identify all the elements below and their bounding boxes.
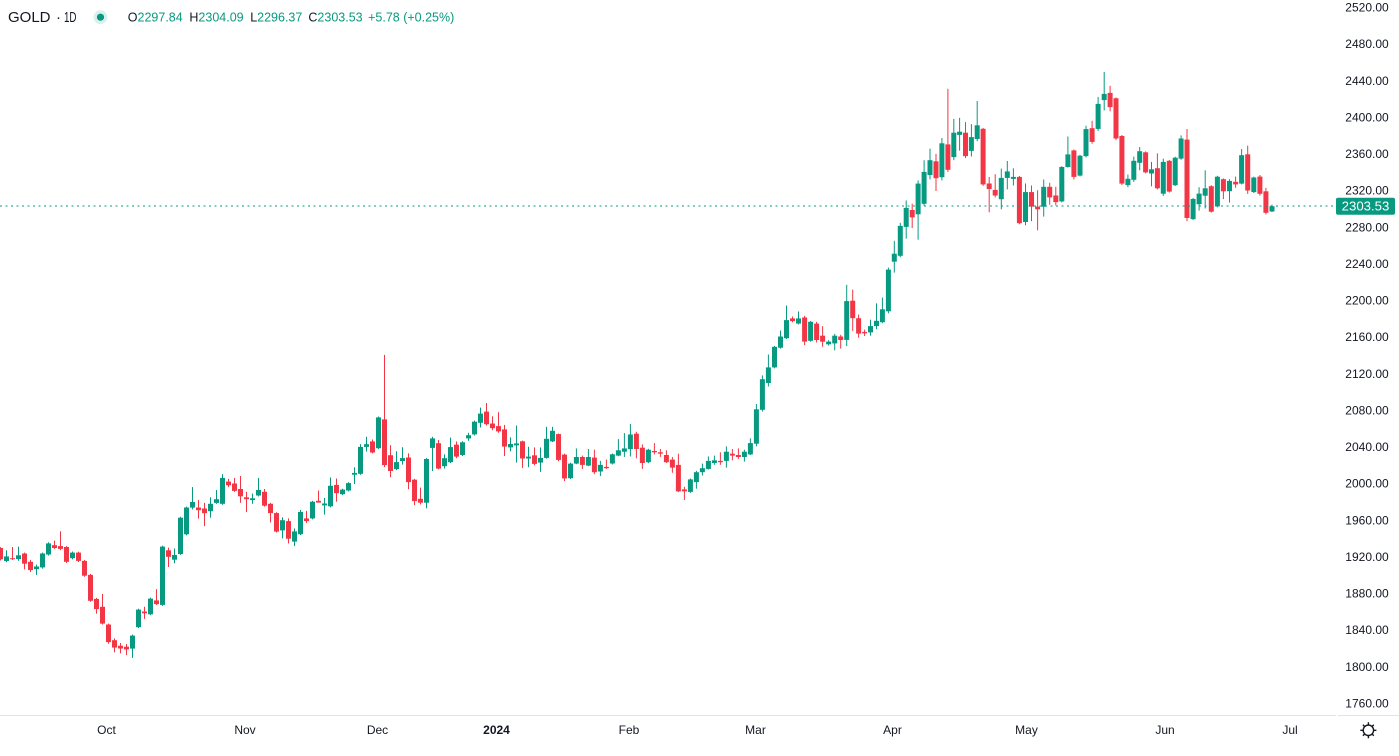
- svg-text:Dec: Dec: [367, 723, 388, 737]
- svg-text:1840.00: 1840.00: [1345, 623, 1389, 637]
- svg-text:2024: 2024: [483, 723, 510, 737]
- svg-text:2040.00: 2040.00: [1345, 440, 1389, 454]
- svg-text:2200.00: 2200.00: [1345, 294, 1389, 308]
- svg-text:·: ·: [56, 9, 61, 26]
- svg-text:1920.00: 1920.00: [1345, 550, 1389, 564]
- svg-text:2480.00: 2480.00: [1345, 37, 1389, 51]
- svg-text:1760.00: 1760.00: [1345, 696, 1389, 710]
- svg-text:L2296.37: L2296.37: [250, 11, 302, 25]
- svg-text:1D: 1D: [64, 9, 77, 26]
- svg-text:2360.00: 2360.00: [1345, 147, 1389, 161]
- svg-text:H2304.09: H2304.09: [189, 11, 243, 25]
- svg-text:2120.00: 2120.00: [1345, 367, 1389, 381]
- svg-text:O2297.84: O2297.84: [128, 11, 183, 25]
- svg-text:GOLD: GOLD: [8, 9, 51, 26]
- svg-text:2240.00: 2240.00: [1345, 257, 1389, 271]
- svg-text:Apr: Apr: [883, 723, 902, 737]
- svg-text:2400.00: 2400.00: [1345, 110, 1389, 124]
- svg-text:Nov: Nov: [234, 723, 255, 737]
- svg-text:2080.00: 2080.00: [1345, 403, 1389, 417]
- svg-text:2440.00: 2440.00: [1345, 74, 1389, 88]
- svg-text:Jun: Jun: [1155, 723, 1174, 737]
- svg-text:2160.00: 2160.00: [1345, 330, 1389, 344]
- svg-text:+5.78 (+0.25%): +5.78 (+0.25%): [368, 11, 454, 25]
- svg-text:2280.00: 2280.00: [1345, 220, 1389, 234]
- svg-text:Jul: Jul: [1282, 723, 1297, 737]
- svg-text:2303.53: 2303.53: [1342, 199, 1390, 214]
- svg-text:2520.00: 2520.00: [1345, 1, 1389, 15]
- svg-text:1800.00: 1800.00: [1345, 660, 1389, 674]
- svg-text:2000.00: 2000.00: [1345, 477, 1389, 491]
- svg-text:1880.00: 1880.00: [1345, 587, 1389, 601]
- svg-text:May: May: [1015, 723, 1038, 737]
- svg-text:1960.00: 1960.00: [1345, 513, 1389, 527]
- svg-text:Feb: Feb: [619, 723, 640, 737]
- svg-text:Mar: Mar: [745, 723, 766, 737]
- svg-text:C2303.53: C2303.53: [308, 11, 362, 25]
- svg-text:Oct: Oct: [97, 723, 116, 737]
- svg-text:2320.00: 2320.00: [1345, 184, 1389, 198]
